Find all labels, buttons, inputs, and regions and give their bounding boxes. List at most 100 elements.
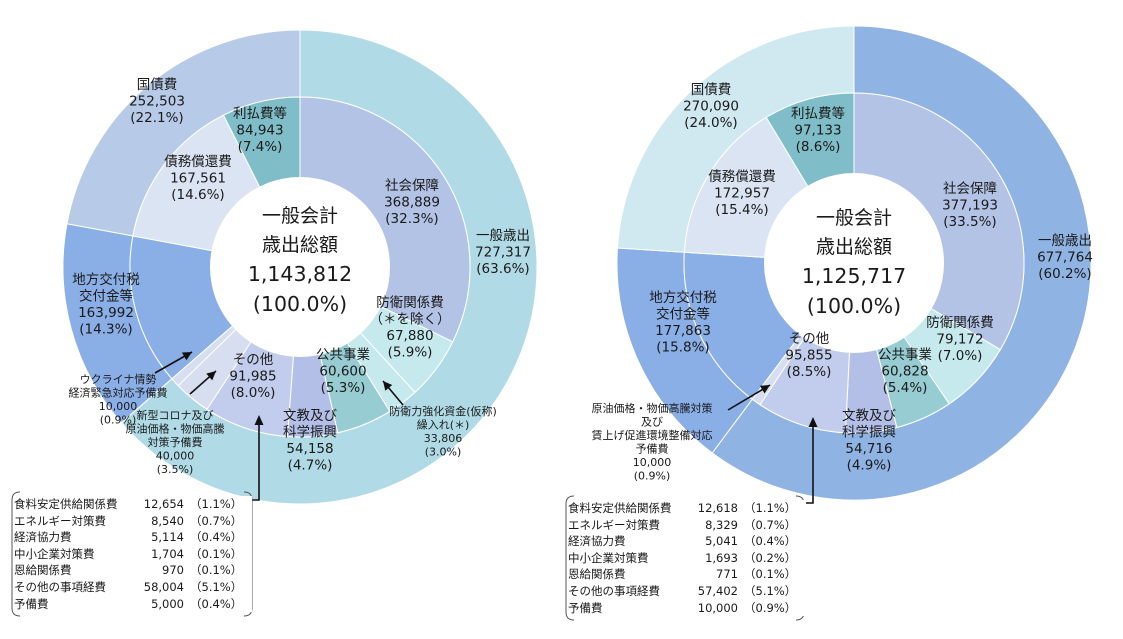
left-breakdown-row: 中小企業対策費 1,704 （0.1%） — [14, 546, 252, 563]
left-arrow-fund-head — [383, 381, 393, 391]
right-center-line-2: 1,125,717 — [802, 264, 906, 288]
left-label-fund-line-1: 繰入れ(＊) — [417, 418, 470, 432]
left-label-ukraine-line-1: 経済緊急対応予備費 — [69, 386, 168, 400]
left-label-defense-line-3: (5.9%) — [388, 345, 433, 361]
left-breakdown-item-name: 経済協力費 — [14, 530, 72, 545]
left-label-public-line-2: (5.3%) — [321, 380, 366, 396]
left-breakdown-item-percent: （0.7%） — [190, 513, 243, 528]
left-breakdown-item-name: 恩給関係費 — [14, 563, 72, 578]
right-label-reserve-line-3: 予備費 — [636, 442, 669, 456]
left-table-bracket-left — [11, 491, 21, 617]
right-breakdown-row: エネルギー対策費 8,329 （0.7%） — [568, 517, 806, 534]
left-bracket-arrow-head — [254, 415, 264, 425]
right-label-general-line-0: 一般歳出 — [1038, 233, 1092, 249]
left-label-kokusai-line-1: 252,503 — [129, 94, 185, 110]
right-center-line-1: 歳出総額 — [816, 236, 892, 258]
left-label-defense-line-0: 防衛関係費 — [376, 295, 444, 311]
left-label-ukraine-line-2: 10,000 — [99, 400, 138, 413]
left-breakdown-item-value: 8,540 — [151, 513, 184, 528]
left-label-corona-line-1: 原油価格・物価高騰 — [126, 422, 225, 436]
left-label-social-line-0: 社会保障 — [385, 178, 439, 194]
left-arrow-corona-head — [206, 371, 216, 381]
left-label-ukraine-line-0: ウクライナ情勢 — [80, 372, 157, 386]
left-label-social-line-2: (32.3%) — [385, 211, 438, 227]
left-breakdown-item-value: 58,004 — [143, 579, 184, 594]
left-center-line-0: 一般会計 — [262, 205, 338, 227]
right-label-kokusai-line-2: (24.0%) — [684, 115, 737, 131]
left-label-other-line-2: (8.0%) — [231, 385, 276, 401]
right-label-reserve-line-1: 及び — [641, 416, 663, 429]
right-breakdown-item-percent: （0.2%） — [744, 550, 797, 565]
left-breakdown-item-value: 12,654 — [143, 497, 184, 511]
right-breakdown-row: 恩給関係費 771 （0.1%） — [568, 566, 806, 583]
left-label-interest-line-2: (7.4%) — [238, 139, 283, 155]
left-breakdown-item-percent: （0.4%） — [190, 530, 243, 545]
left-center-line-3: (100.0%) — [253, 292, 347, 316]
left-label-general-line-2: (63.6%) — [476, 261, 529, 277]
left-breakdown-item-name: 食料安定供給関係費 — [14, 497, 118, 511]
right-bracket-arrow-head — [808, 417, 818, 427]
right-label-education-line-0: 文教及び — [842, 408, 896, 424]
right-breakdown-item-percent: （5.1%） — [744, 583, 797, 598]
left-center-line-1: 歳出総額 — [262, 234, 338, 256]
left-breakdown-item-value: 970 — [162, 563, 184, 578]
right-label-defense-line-0: 防衛関係費 — [926, 315, 994, 331]
left-center-hole — [210, 177, 390, 357]
right-label-local-line-3: (15.8%) — [656, 340, 709, 356]
left-label-corona-line-0: 新型コロナ及び — [137, 408, 214, 422]
right-label-defense-line-2: (7.0%) — [938, 348, 983, 364]
left-arrow-ukraine-head — [181, 352, 192, 361]
right-label-social-line-0: 社会保障 — [943, 181, 997, 197]
right-label-debt-repay-line-1: 172,957 — [714, 186, 770, 202]
right-label-debt-repay-line-0: 債務償還費 — [708, 169, 776, 185]
right-breakdown-item-value: 12,618 — [697, 501, 738, 515]
right-arrow-reserve-head — [759, 385, 770, 394]
right-label-public-line-1: 60,828 — [881, 364, 928, 380]
left-label-corona-line-4: (3.5%) — [157, 463, 194, 476]
left-breakdown-item-percent: （0.1%） — [190, 546, 243, 561]
left-label-general-line-1: 727,317 — [475, 245, 531, 261]
right-center-line-0: 一般会計 — [816, 207, 892, 229]
right-breakdown-table: 食料安定供給関係費 12,618 （1.1%） エネルギー対策費 8,329 （0.7%）… — [568, 500, 806, 617]
right-label-local-line-2: 177,863 — [655, 323, 711, 339]
right-label-kokusai-line-1: 270,090 — [683, 99, 739, 115]
left-breakdown-row: 経済協力費 5,114 （0.4%） — [14, 529, 252, 546]
left-label-local-line-0: 地方交付税 — [72, 271, 140, 288]
right-breakdown-item-name: 予備費 — [568, 600, 603, 615]
right-label-reserve-line-4: 10,000 — [633, 456, 672, 469]
left-breakdown-row: その他の事項経費 58,004 （5.1%） — [14, 579, 252, 596]
right-label-public-line-0: 公共事業 — [878, 347, 932, 363]
right-label-reserve-line-0: 原油価格・物価高騰対策 — [592, 401, 713, 415]
left-label-general-line-0: 一般歳出 — [476, 228, 530, 244]
left-label-corona-line-3: 40,000 — [156, 450, 195, 463]
right-label-education-line-3: (4.9%) — [847, 458, 892, 474]
right-label-general-line-2: (60.2%) — [1038, 266, 1091, 282]
right-label-reserve-line-5: (0.9%) — [634, 470, 671, 483]
left-center-line-2: 1,143,812 — [248, 262, 352, 286]
right-breakdown-item-name: 経済協力費 — [568, 534, 626, 549]
right-center-line-3: (100.0%) — [807, 294, 901, 318]
left-breakdown-item-percent: （1.1%） — [190, 497, 243, 511]
left-label-other-line-1: 91,985 — [229, 369, 276, 385]
right-label-social-line-2: (33.5%) — [943, 214, 996, 230]
left-breakdown-item-percent: （0.4%） — [190, 596, 243, 611]
right-breakdown-item-percent: （0.4%） — [744, 534, 797, 549]
right-label-kokusai-line-0: 国債費 — [691, 82, 732, 98]
right-label-social-line-1: 377,193 — [942, 198, 998, 214]
right-breakdown-item-value: 57,402 — [697, 583, 738, 598]
left-label-education-line-0: 文教及び — [283, 408, 337, 424]
left-label-fund-line-2: 33,806 — [424, 432, 463, 445]
left-bracket-line — [252, 424, 260, 501]
left-label-local-line-1: 交付金等 — [79, 288, 133, 305]
left-label-ukraine-line-3: (0.9%) — [100, 414, 137, 427]
left-label-debt-repay-line-2: (14.6%) — [171, 187, 224, 203]
right-label-other-line-2: (8.5%) — [787, 364, 832, 380]
right-breakdown-item-value: 771 — [716, 567, 738, 582]
right-breakdown-item-name: その他の事項経費 — [568, 583, 660, 598]
right-label-interest-line-1: 97,133 — [794, 123, 841, 139]
right-breakdown-item-value: 5,041 — [705, 534, 738, 549]
right-breakdown-item-percent: （0.9%） — [744, 600, 797, 615]
right-breakdown-item-percent: （1.1%） — [744, 501, 797, 515]
